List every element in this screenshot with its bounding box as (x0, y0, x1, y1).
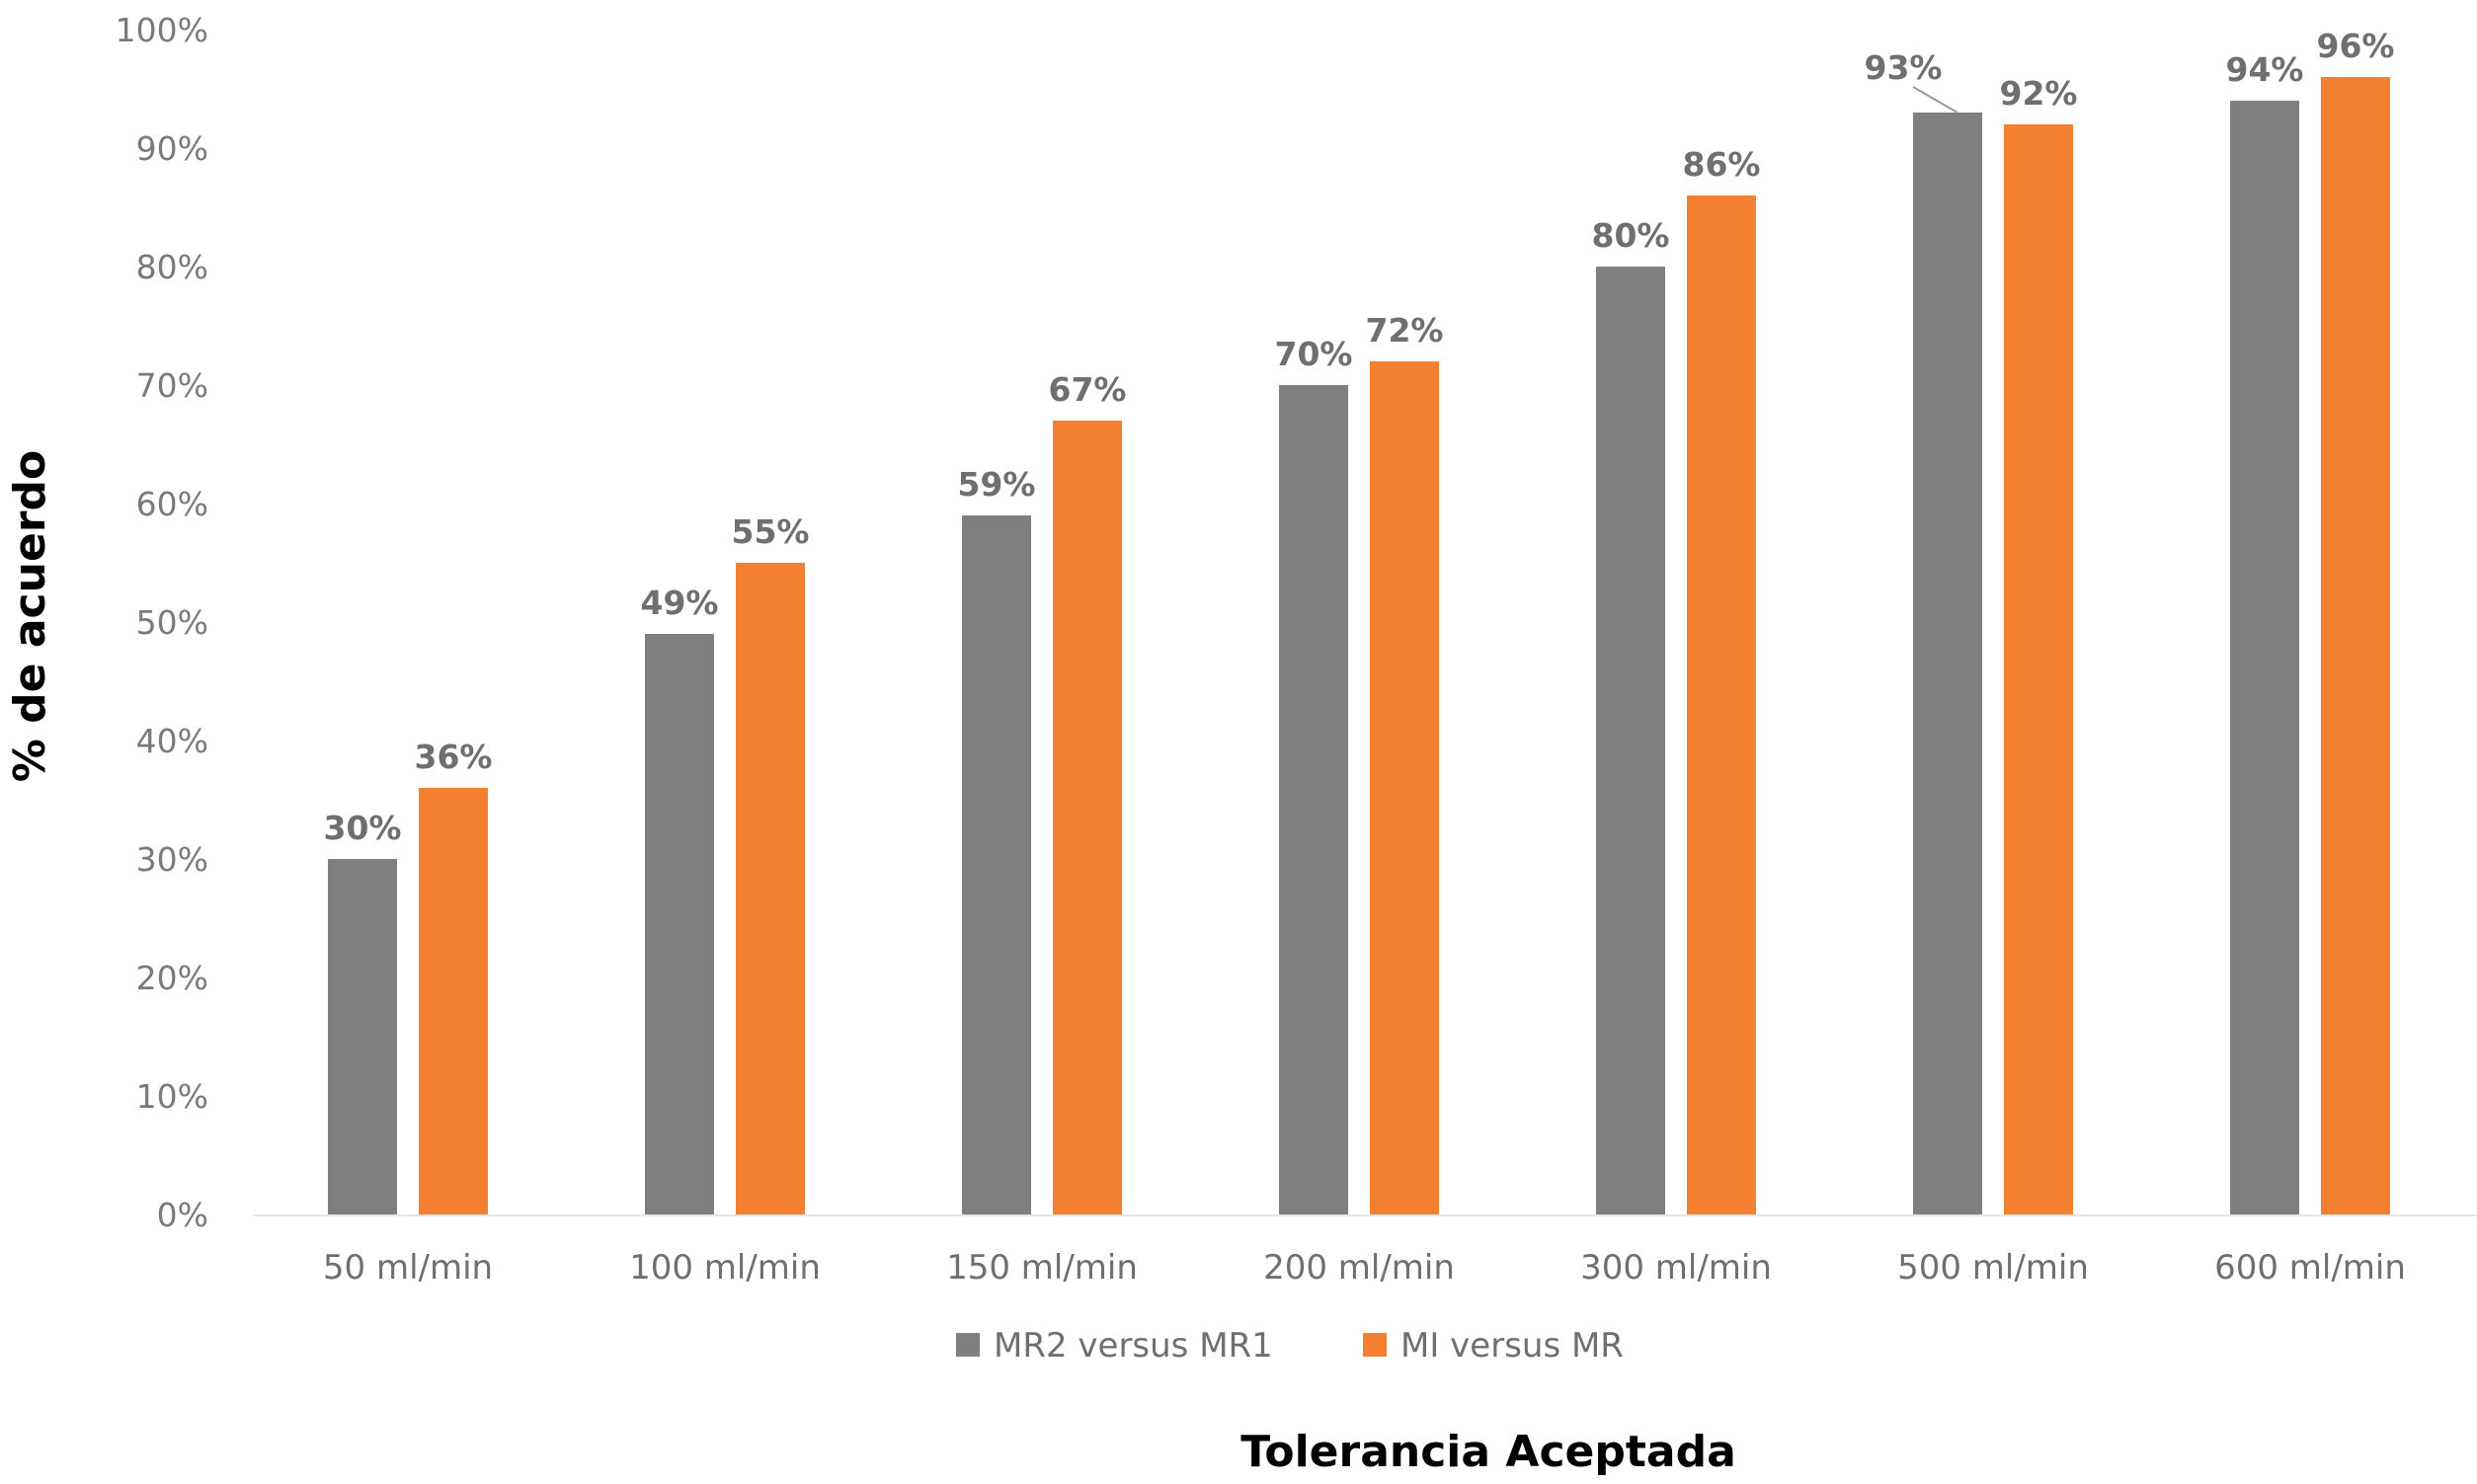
x-tick-label: 50 ml/min (323, 1248, 493, 1288)
legend-swatch-mr2-vs-mr1 (956, 1333, 980, 1357)
data-label: 94% (2226, 50, 2304, 89)
x-tick-label: 100 ml/min (629, 1248, 821, 1288)
y-tick-label: 100% (116, 11, 208, 49)
y-tick-label: 60% (136, 485, 208, 523)
data-label-leader-line (1912, 86, 1958, 114)
legend-swatch-mi-vs-mr (1363, 1333, 1387, 1357)
bar (1913, 113, 1982, 1214)
bar (1687, 195, 1756, 1214)
y-tick-label: 30% (136, 840, 208, 879)
bar (2004, 124, 2073, 1214)
legend-label-mr2-vs-mr1: MR2 versus MR1 (994, 1326, 1273, 1366)
y-axis-title: % de acuerdo (5, 450, 55, 782)
data-label: 72% (1366, 311, 1444, 350)
data-label: 36% (415, 738, 493, 776)
bar (736, 563, 805, 1214)
bar (328, 859, 397, 1214)
bar (1596, 267, 1665, 1214)
legend: MR2 versus MR1 MI versus MR (956, 1326, 1624, 1366)
bar (2321, 77, 2390, 1214)
y-tick-label: 10% (136, 1077, 208, 1116)
x-tick-label: 500 ml/min (1897, 1248, 2089, 1288)
data-label: 96% (2317, 27, 2395, 65)
data-label: 80% (1592, 216, 1670, 255)
y-tick-label: 20% (136, 959, 208, 997)
bar (2230, 101, 2299, 1214)
y-tick-label: 40% (136, 722, 208, 760)
x-axis-title: Tolerancia Aceptada (1240, 1427, 1736, 1477)
bar (1279, 385, 1348, 1214)
legend-label-mi-vs-mr: MI versus MR (1400, 1326, 1624, 1366)
data-label: 49% (641, 584, 719, 622)
x-tick-label: 150 ml/min (946, 1248, 1138, 1288)
data-label: 55% (732, 512, 810, 551)
data-label: 93% (1865, 48, 1943, 87)
bar (962, 515, 1031, 1214)
bar (1370, 361, 1439, 1214)
data-label: 67% (1049, 370, 1127, 409)
y-tick-label: 90% (136, 129, 208, 168)
x-tick-label: 200 ml/min (1263, 1248, 1455, 1288)
bar (645, 634, 714, 1214)
data-label: 86% (1683, 145, 1761, 184)
bar (1053, 421, 1122, 1214)
data-label: 92% (2000, 74, 2078, 113)
bars: 30% 36% 49% 55% 59% 67% 70% 72% 80% 86% 93% 92% 94% 9… (324, 27, 2395, 1214)
x-tick-label: 600 ml/min (2214, 1248, 2406, 1288)
data-label: 30% (324, 809, 402, 847)
data-label: 70% (1275, 335, 1353, 373)
x-axis-ticks: 50 ml/min 100 ml/min 150 ml/min 200 ml/min 3… (323, 1248, 2406, 1288)
bar (419, 788, 488, 1214)
y-tick-label: 80% (136, 248, 208, 286)
x-tick-label: 300 ml/min (1580, 1248, 1772, 1288)
y-axis-ticks: 0% 10% 20% 30% 40% 50% 60% 70% 80% 90% 100% (116, 11, 208, 1234)
y-tick-label: 50% (136, 603, 208, 642)
y-tick-label: 70% (136, 366, 208, 405)
data-label: 59% (958, 465, 1036, 504)
y-tick-label: 0% (157, 1196, 208, 1234)
